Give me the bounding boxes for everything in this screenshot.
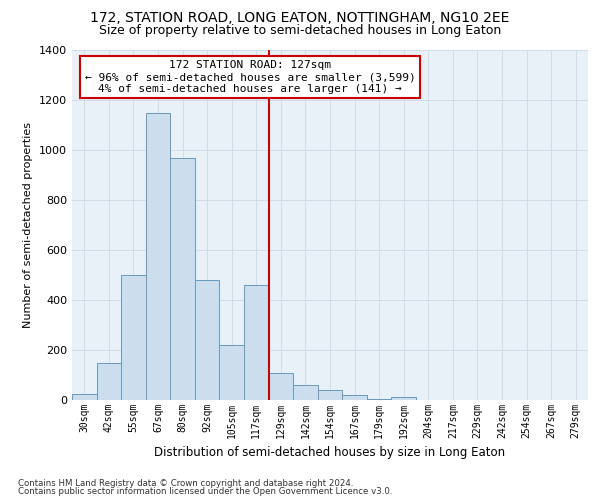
Text: Contains public sector information licensed under the Open Government Licence v3: Contains public sector information licen… bbox=[18, 487, 392, 496]
Bar bbox=[342, 395, 367, 400]
Bar bbox=[146, 112, 170, 400]
Bar bbox=[391, 397, 416, 400]
Bar bbox=[220, 345, 244, 400]
Bar bbox=[244, 285, 269, 400]
Bar bbox=[170, 158, 195, 400]
Bar bbox=[269, 372, 293, 400]
Bar bbox=[367, 398, 391, 400]
Bar bbox=[293, 385, 318, 400]
Bar bbox=[121, 275, 146, 400]
Bar bbox=[72, 394, 97, 400]
Text: 172, STATION ROAD, LONG EATON, NOTTINGHAM, NG10 2EE: 172, STATION ROAD, LONG EATON, NOTTINGHA… bbox=[91, 11, 509, 25]
Text: 172 STATION ROAD: 127sqm
← 96% of semi-detached houses are smaller (3,599)
4% of: 172 STATION ROAD: 127sqm ← 96% of semi-d… bbox=[85, 60, 415, 94]
Y-axis label: Number of semi-detached properties: Number of semi-detached properties bbox=[23, 122, 34, 328]
Bar bbox=[97, 362, 121, 400]
Text: Size of property relative to semi-detached houses in Long Eaton: Size of property relative to semi-detach… bbox=[99, 24, 501, 37]
Bar bbox=[318, 390, 342, 400]
X-axis label: Distribution of semi-detached houses by size in Long Eaton: Distribution of semi-detached houses by … bbox=[154, 446, 506, 460]
Text: Contains HM Land Registry data © Crown copyright and database right 2024.: Contains HM Land Registry data © Crown c… bbox=[18, 478, 353, 488]
Bar bbox=[195, 280, 220, 400]
